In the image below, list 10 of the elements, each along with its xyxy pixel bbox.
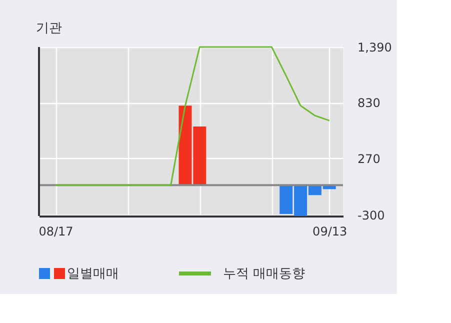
legend-label: 일별매매: [67, 266, 119, 282]
x-tick-label: 09/13: [312, 224, 348, 238]
y-tick-label: 270: [358, 152, 380, 166]
line-series: [54, 46, 330, 186]
chart-title: 기관: [36, 21, 62, 36]
y-tick-label: 1,390: [358, 40, 392, 54]
x-tick-label: 08/17: [38, 224, 74, 238]
y-tick-label: -300: [358, 208, 385, 223]
legend-label: 누적 매매동향: [223, 266, 306, 282]
y-tick-label: 830: [358, 96, 380, 110]
